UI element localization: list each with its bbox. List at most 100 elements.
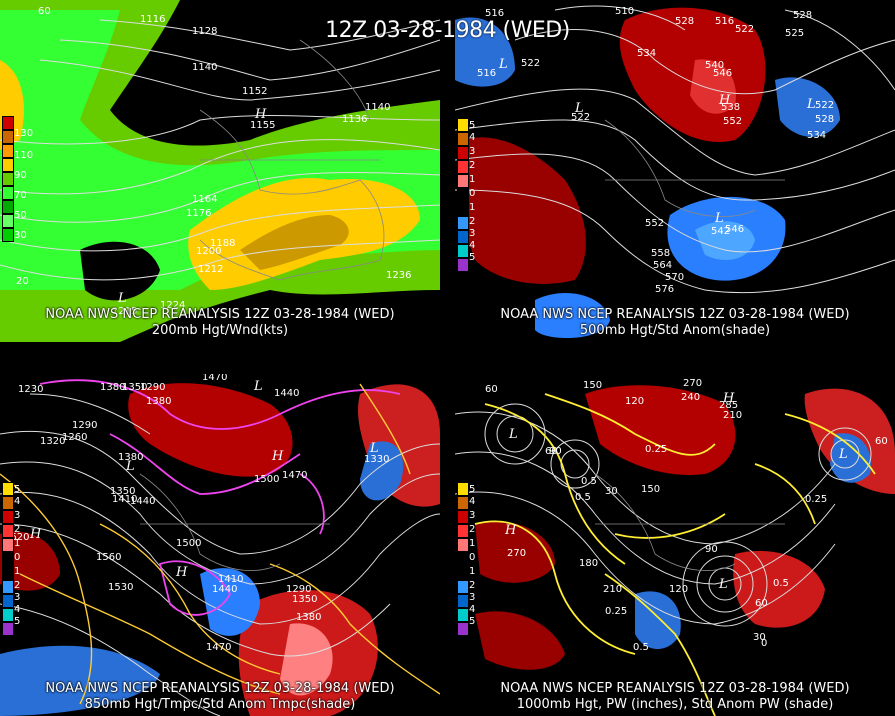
contour-label: 558 — [651, 248, 670, 259]
contour-label: 528 — [815, 114, 834, 125]
legend-label: 3 — [469, 510, 476, 521]
legend-label: 4 — [14, 496, 21, 507]
legend-label: 3 — [14, 510, 21, 521]
contour-label: 1176 — [186, 208, 211, 219]
panel-850mb: 1380 1350 1290 1380 1470 1440 1230 1290 … — [0, 374, 440, 716]
contour-label: 522 — [571, 112, 590, 123]
legend-label: 4 — [469, 240, 476, 251]
contour-label: 1200 — [196, 246, 221, 257]
legend-label: 5 — [14, 616, 21, 627]
anom-red-north — [585, 385, 736, 475]
legend-label: 2 — [469, 580, 476, 591]
legend-label: 5 — [469, 120, 476, 131]
map-200mb: 1116 1128 1140 1152 1140 1164 1176 1188 … — [0, 0, 440, 342]
contour-label: 516 — [715, 16, 734, 27]
contour-label: 1440 — [130, 496, 155, 507]
contour-label: 150 — [641, 484, 660, 495]
contour-label: 1224 — [160, 300, 185, 311]
low-marker: L — [117, 291, 127, 306]
contour-label: 0.5 — [581, 476, 597, 487]
contour-label: 1155 — [250, 120, 275, 131]
contour-label: 1440 — [212, 584, 237, 595]
contour-label: 1290 — [286, 584, 311, 595]
axis-label: 60 — [38, 6, 51, 17]
contour-label: 285 — [719, 400, 738, 411]
legend-label: 0 — [14, 552, 21, 563]
contour-label: 270 — [683, 378, 702, 389]
panel-1000mb: 60 150 270 240 120 210 90 60 30 0.25 0.5… — [455, 374, 895, 716]
contour-label: 1470 — [282, 470, 307, 481]
contour-label: 1500 — [254, 474, 279, 485]
contour-label: 0 — [761, 638, 767, 649]
map-1000mb: 60 150 270 240 120 210 90 60 30 0.25 0.5… — [455, 374, 895, 716]
contour-label: 546 — [713, 68, 732, 79]
anom-red-north — [128, 383, 293, 477]
map-850mb: 1380 1350 1290 1380 1470 1440 1230 1290 … — [0, 374, 440, 716]
contour-label: 1230 — [18, 384, 43, 395]
legend-label: 1 — [469, 202, 476, 213]
contour-label: 522 — [521, 58, 540, 69]
high-marker: H — [29, 527, 42, 542]
contour-label: 1140 — [365, 102, 390, 113]
contour-label: 0.25 — [805, 494, 827, 505]
legend-label: 30 — [14, 230, 27, 241]
contour-label: 542 — [711, 226, 730, 237]
contour-label: 1215 — [112, 306, 137, 317]
contour-label: 60 — [875, 436, 888, 447]
caption-line1: NOAA NWS NCEP REANALYSIS 12Z 03-28-1984 … — [45, 681, 395, 696]
wind-black-left — [80, 241, 160, 301]
wind-legend — [2, 116, 14, 242]
contour-label: 0.25 — [645, 444, 667, 455]
low-marker: L — [714, 211, 724, 226]
anom-blue-east — [360, 441, 404, 501]
legend-label: 1 — [14, 566, 21, 577]
caption-line2: 500mb Hgt/Std Anom(shade) — [579, 323, 771, 338]
contour-label: 528 — [675, 16, 694, 27]
legend-label: 5 — [469, 484, 476, 495]
contour-label: 0.25 — [605, 606, 627, 617]
contour-label: 1330 — [364, 454, 389, 465]
caption-line2: 1000mb Hgt, PW (inches), Std Anom PW (sh… — [516, 697, 834, 712]
figure-title: 12Z 03-28-1984 (WED) — [325, 18, 570, 43]
caption-line2: 200mb Hgt/Wnd(kts) — [151, 323, 289, 338]
panel-200mb: 1116 1128 1140 1152 1140 1164 1176 1188 … — [0, 0, 440, 342]
anom-blue-nw — [455, 17, 515, 87]
contour-label: 516 — [485, 8, 504, 19]
contour-label: 538 — [721, 102, 740, 113]
contour-label: 1164 — [192, 194, 217, 205]
contour-label: 1410 — [218, 574, 243, 585]
contour-label: 552 — [645, 218, 664, 229]
contour-label: 1350 — [292, 594, 317, 605]
contour-label: 570 — [665, 272, 684, 283]
anom-blue-center-core — [695, 221, 755, 260]
legend-label: 3 — [469, 592, 476, 603]
anom-blue-center — [200, 568, 260, 636]
legend-label: 2 — [469, 160, 476, 171]
low-marker: L — [498, 57, 508, 72]
contour-label: 1380 — [118, 452, 143, 463]
anom-blue-sw — [0, 645, 160, 716]
legend-label: 5 — [469, 616, 476, 627]
legend-label: 50 — [14, 210, 27, 221]
legend-label: 4 — [469, 496, 476, 507]
low-marker: L — [806, 97, 816, 112]
wind-shade-core — [240, 215, 349, 270]
contour-label: 1290 — [140, 382, 165, 393]
high-marker: H — [722, 391, 735, 406]
legend-label: 2 — [469, 216, 476, 227]
legend-label: 1 — [469, 538, 476, 549]
contour-label: 1470 — [202, 374, 227, 383]
contour-label: 30 — [605, 486, 618, 497]
anom-red-south — [475, 611, 565, 670]
contour-label: 1152 — [242, 86, 267, 97]
contour-label: 546 — [725, 224, 744, 235]
contour-label: 270 — [507, 548, 526, 559]
contour-label: 522 — [815, 100, 834, 111]
contour-label: 210 — [603, 584, 622, 595]
contour-label: 540 — [705, 60, 724, 71]
contour-label: 1380 — [296, 612, 321, 623]
high-marker: H — [718, 93, 731, 108]
contour-label: 240 — [681, 392, 700, 403]
contour-label: 522 — [735, 24, 754, 35]
high-marker: H — [504, 523, 517, 538]
